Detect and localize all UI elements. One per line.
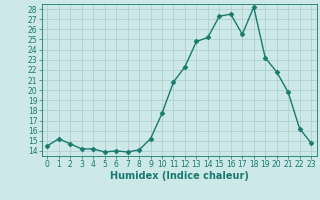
X-axis label: Humidex (Indice chaleur): Humidex (Indice chaleur) (110, 171, 249, 181)
